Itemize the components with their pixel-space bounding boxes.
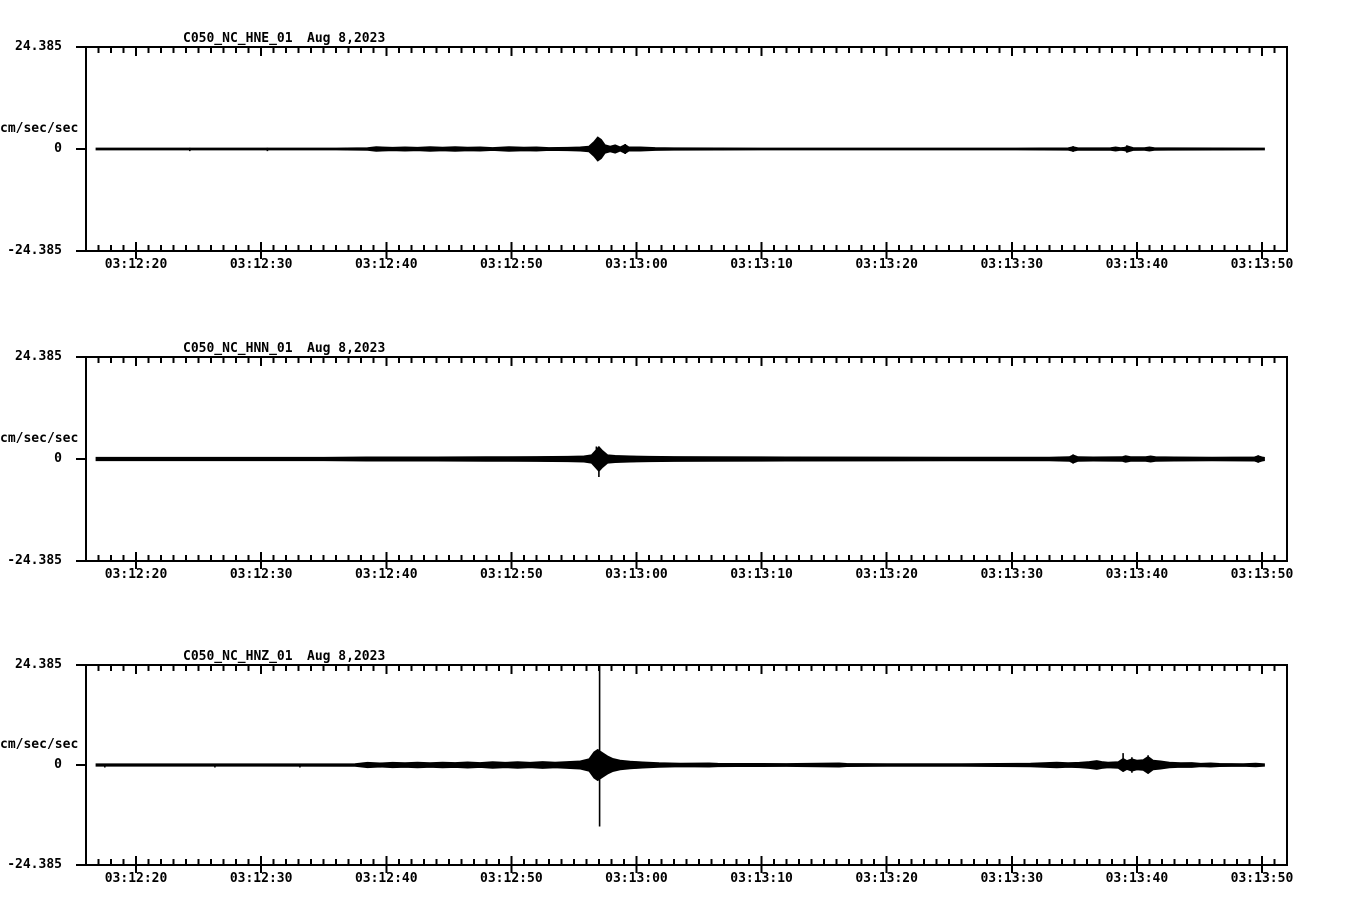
y-max-label: 24.385: [15, 349, 62, 364]
time-tick-label: 03:12:40: [354, 871, 418, 886]
time-tick-label: 03:13:20: [855, 257, 918, 272]
time-tick-label: 03:12:50: [480, 257, 543, 272]
time-tick-label: 03:13:40: [1105, 257, 1169, 272]
time-tick-label: 03:13:50: [1230, 871, 1294, 886]
time-tick-label: 03:13:40: [1105, 567, 1169, 582]
y-min-label: -24.385: [7, 857, 62, 872]
y-unit-label: cm/sec/sec: [0, 121, 79, 136]
time-tick-label: 03:12:40: [354, 257, 418, 272]
y-min-label: -24.385: [7, 553, 62, 568]
time-tick-label: 03:12:30: [229, 871, 293, 886]
trace-date-label: Aug 8,2023: [307, 649, 386, 664]
time-tick-label: 03:12:50: [480, 871, 543, 886]
y-max-label: 24.385: [15, 657, 62, 672]
time-tick-label: 03:13:30: [980, 567, 1044, 582]
time-tick-label: 03:13:00: [605, 871, 668, 886]
time-tick-label: 03:13:20: [855, 871, 918, 886]
trace-id-label: C050_NC_HNN_01: [183, 341, 293, 356]
time-tick-label: 03:13:50: [1230, 257, 1294, 272]
time-tick-label: 03:12:30: [229, 257, 293, 272]
y-zero-label: 0: [54, 451, 62, 466]
time-tick-label: 03:12:30: [229, 567, 293, 582]
trace-title-row: C050_NC_HNZ_01 Aug 8,2023: [0, 649, 1358, 664]
time-tick-label: 03:13:20: [855, 567, 918, 582]
time-tick-label: 03:12:20: [104, 567, 168, 582]
time-tick-label: 03:13:30: [980, 871, 1044, 886]
time-tick-label: 03:12:50: [480, 567, 543, 582]
time-tick-label: 03:13:00: [605, 567, 668, 582]
y-unit-label: cm/sec/sec: [0, 431, 79, 446]
time-tick-label: 03:13:40: [1105, 871, 1169, 886]
y-unit-label: cm/sec/sec: [0, 737, 79, 752]
trace-date-label: Aug 8,2023: [307, 341, 386, 356]
y-min-label: -24.385: [7, 243, 62, 258]
y-zero-label: 0: [54, 141, 62, 156]
y-max-label: 24.385: [15, 39, 62, 54]
time-tick-label: 03:13:00: [605, 257, 668, 272]
time-tick-label: 03:12:40: [354, 567, 418, 582]
trace-date-label: Aug 8,2023: [307, 31, 386, 46]
trace-id-label: C050_NC_HNZ_01: [183, 649, 293, 664]
time-tick-label: 03:13:10: [730, 567, 793, 582]
trace-id-label: C050_NC_HNE_01: [183, 31, 293, 46]
trace-title-row: C050_NC_HNN_01 Aug 8,2023: [0, 341, 1358, 356]
trace-title-row: C050_NC_HNE_01 Aug 8,2023: [0, 31, 1358, 46]
time-tick-label: 03:12:20: [104, 871, 168, 886]
time-tick-label: 03:13:30: [980, 257, 1044, 272]
time-tick-label: 03:13:10: [730, 871, 793, 886]
time-tick-label: 03:12:20: [104, 257, 168, 272]
time-tick-label: 03:13:10: [730, 257, 793, 272]
time-tick-label: 03:13:50: [1230, 567, 1294, 582]
y-zero-label: 0: [54, 757, 62, 772]
